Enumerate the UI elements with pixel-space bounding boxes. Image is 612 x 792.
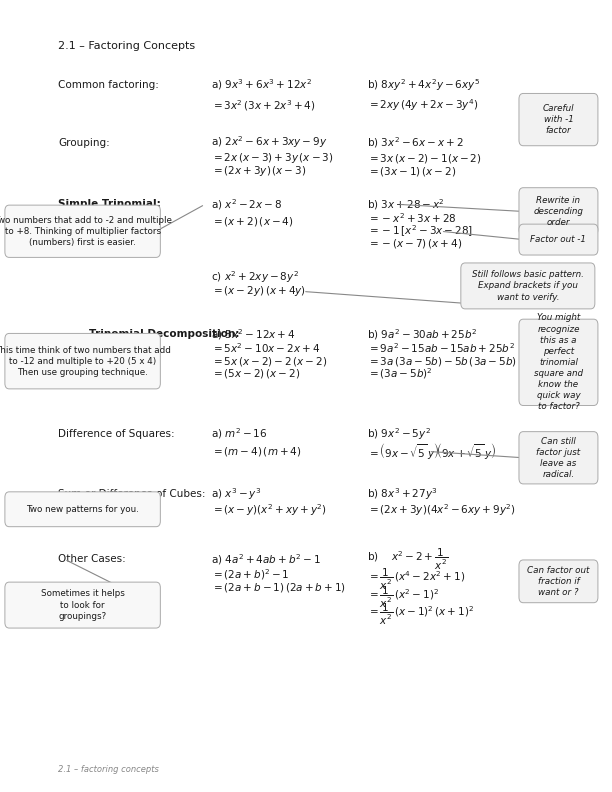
Text: Factor out -1: Factor out -1 (531, 235, 586, 244)
Text: a) $x^2 - 2x - 8$: a) $x^2 - 2x - 8$ (211, 197, 283, 211)
Text: $= (x - 2y)\,(x + 4y)$: $= (x - 2y)\,(x + 4y)$ (211, 284, 306, 299)
FancyBboxPatch shape (519, 188, 598, 235)
FancyBboxPatch shape (519, 560, 598, 603)
Text: $= (3x - 1)\,(x - 2)$: $= (3x - 1)\,(x - 2)$ (367, 165, 457, 177)
Text: $= \dfrac{1}{x^2}\,(x-1)^2\,(x+1)^2$: $= \dfrac{1}{x^2}\,(x-1)^2\,(x+1)^2$ (367, 602, 474, 627)
Text: $= 9a^2 - 15ab - 15ab + 25b^2$: $= 9a^2 - 15ab - 15ab + 25b^2$ (367, 341, 515, 356)
FancyBboxPatch shape (5, 582, 160, 628)
Text: b) $3x^2 - 6x - x + 2$: b) $3x^2 - 6x - x + 2$ (367, 135, 464, 150)
Text: $= (x + 2)\,(x - 4)$: $= (x + 2)\,(x - 4)$ (211, 215, 294, 228)
Text: Other Cases:: Other Cases: (58, 554, 126, 564)
Text: b) $9a^2 - 30ab + 25b^2$: b) $9a^2 - 30ab + 25b^2$ (367, 327, 477, 341)
Text: Two new patterns for you.: Two new patterns for you. (26, 505, 139, 514)
Text: a) $5x^2 - 12x + 4$: a) $5x^2 - 12x + 4$ (211, 327, 296, 341)
Text: You might
recognize
this as a
perfect
trinomial
square and
know the
quick way
to: You might recognize this as a perfect tr… (534, 314, 583, 411)
Text: $= -1\,[x^2 - 3x - 28]$: $= -1\,[x^2 - 3x - 28]$ (367, 223, 473, 239)
Text: $= \left(9x - \sqrt{5}\,y\right)\!\left(9x + \sqrt{5}\,y\right)$: $= \left(9x - \sqrt{5}\,y\right)\!\left(… (367, 441, 496, 462)
Text: Difference of Squares:: Difference of Squares: (58, 429, 175, 439)
Text: Sometimes it helps
to look for
groupings?: Sometimes it helps to look for groupings… (40, 589, 125, 621)
Text: Grouping:: Grouping: (58, 138, 110, 147)
Text: Two numbers that add to -2 and multiple
to +8. Thinking of multiplier factors
(n: Two numbers that add to -2 and multiple … (0, 215, 171, 247)
Text: $= (m - 4)\,(m + 4)$: $= (m - 4)\,(m + 4)$ (211, 445, 302, 458)
FancyBboxPatch shape (519, 319, 598, 406)
Text: Careful
with -1
factor: Careful with -1 factor (543, 104, 574, 135)
FancyBboxPatch shape (5, 492, 160, 527)
FancyBboxPatch shape (461, 263, 595, 309)
Text: $= (2x + 3y)\,(x - 3)$: $= (2x + 3y)\,(x - 3)$ (211, 164, 307, 178)
Text: $= \dfrac{1}{x^2}\,(x^2 - 1)^2$: $= \dfrac{1}{x^2}\,(x^2 - 1)^2$ (367, 584, 439, 610)
Text: b) $8xy^2 + 4x^2y - 6xy^5$: b) $8xy^2 + 4x^2y - 6xy^5$ (367, 77, 480, 93)
Text: $= (3a - 5b)^2$: $= (3a - 5b)^2$ (367, 367, 433, 381)
Text: c) $x^2 + 2xy - 8y^2$: c) $x^2 + 2xy - 8y^2$ (211, 269, 299, 285)
Text: b) $3x + 28 - x^2$: b) $3x + 28 - x^2$ (367, 197, 445, 211)
Text: $= (2a + b)^2 - 1$: $= (2a + b)^2 - 1$ (211, 568, 289, 582)
Text: Sum or Difference of Cubes:: Sum or Difference of Cubes: (58, 489, 206, 499)
Text: $= 5x^2 - 10x - 2x + 4$: $= 5x^2 - 10x - 2x + 4$ (211, 341, 320, 356)
Text: a) $9x^3+6x^3+12x^2$: a) $9x^3+6x^3+12x^2$ (211, 78, 312, 92)
Text: $= 3x^2\,(3x + 2x^3 + 4)$: $= 3x^2\,(3x + 2x^3 + 4)$ (211, 98, 316, 112)
Text: $= 5x\,(x - 2) - 2\,(x - 2)$: $= 5x\,(x - 2) - 2\,(x - 2)$ (211, 355, 327, 367)
Text: b) $9x^2 - 5y^2$: b) $9x^2 - 5y^2$ (367, 426, 431, 442)
Text: $= (2x + 3y)(4x^2 - 6xy + 9y^2)$: $= (2x + 3y)(4x^2 - 6xy + 9y^2)$ (367, 502, 516, 518)
Text: This time think of two numbers that add
to -12 and multiple to +20 (5 x 4)
Then : This time think of two numbers that add … (0, 345, 171, 377)
FancyBboxPatch shape (519, 224, 598, 255)
Text: 2.1 – Factoring Concepts: 2.1 – Factoring Concepts (58, 41, 195, 51)
Text: Still follows basic pattern.
Expand brackets if you
want to verify.: Still follows basic pattern. Expand brac… (472, 270, 584, 302)
Text: Common factoring:: Common factoring: (58, 80, 159, 89)
Text: $= (x - y)(x^2 + xy + y^2)$: $= (x - y)(x^2 + xy + y^2)$ (211, 502, 327, 518)
Text: Can still
factor just
leave as
radical.: Can still factor just leave as radical. (536, 436, 581, 479)
Text: $= (2a + b - 1)\,(2a + b + 1)$: $= (2a + b - 1)\,(2a + b + 1)$ (211, 581, 346, 594)
Text: a) $m^2 - 16$: a) $m^2 - 16$ (211, 427, 267, 441)
Text: Simple Trinomial:: Simple Trinomial: (58, 200, 161, 209)
Text: a) $2x^2 - 6x + 3xy - 9y$: a) $2x^2 - 6x + 3xy - 9y$ (211, 135, 327, 150)
Text: $= (5x - 2)\,(x - 2)$: $= (5x - 2)\,(x - 2)$ (211, 367, 300, 380)
FancyBboxPatch shape (5, 333, 160, 389)
Text: $= 3x\,(x - 2) - 1(x - 2)$: $= 3x\,(x - 2) - 1(x - 2)$ (367, 152, 482, 165)
Text: $= 3a\,(3a - 5b) - 5b\,(3a - 5b)$: $= 3a\,(3a - 5b) - 5b\,(3a - 5b)$ (367, 355, 517, 367)
Text: $= \dfrac{1}{x^2}\,(x^4 - 2x^2 + 1)$: $= \dfrac{1}{x^2}\,(x^4 - 2x^2 + 1)$ (367, 567, 465, 592)
FancyBboxPatch shape (5, 205, 160, 257)
Text: a) $x^3 - y^3$: a) $x^3 - y^3$ (211, 486, 262, 502)
Text: $= -x^2 + 3x +28$: $= -x^2 + 3x +28$ (367, 211, 457, 226)
Text: b) $\quad x^2 - 2 + \dfrac{1}{x^2}$: b) $\quad x^2 - 2 + \dfrac{1}{x^2}$ (367, 546, 449, 572)
Text: Can factor out
fraction if
want or ?: Can factor out fraction if want or ? (528, 565, 589, 597)
Text: b) $8x^3 + 27y^3$: b) $8x^3 + 27y^3$ (367, 486, 438, 502)
Text: $= -(x - 7)\,(x + 4)$: $= -(x - 7)\,(x + 4)$ (367, 238, 463, 250)
Text: $= 2xy\,(4y + 2x - 3y^4)$: $= 2xy\,(4y + 2x - 3y^4)$ (367, 97, 479, 113)
Text: Trinomial Decomposition:: Trinomial Decomposition: (89, 329, 239, 339)
FancyBboxPatch shape (519, 93, 598, 146)
Text: $= 2x\,(x - 3) + 3y\,(x - 3)$: $= 2x\,(x - 3) + 3y\,(x - 3)$ (211, 151, 334, 166)
Text: Rewrite in
descending
order: Rewrite in descending order (534, 196, 583, 227)
Text: a) $4a^2 + 4ab + b^2 - 1$: a) $4a^2 + 4ab + b^2 - 1$ (211, 552, 321, 566)
Text: 2.1 – factoring concepts: 2.1 – factoring concepts (58, 765, 159, 775)
FancyBboxPatch shape (519, 432, 598, 484)
